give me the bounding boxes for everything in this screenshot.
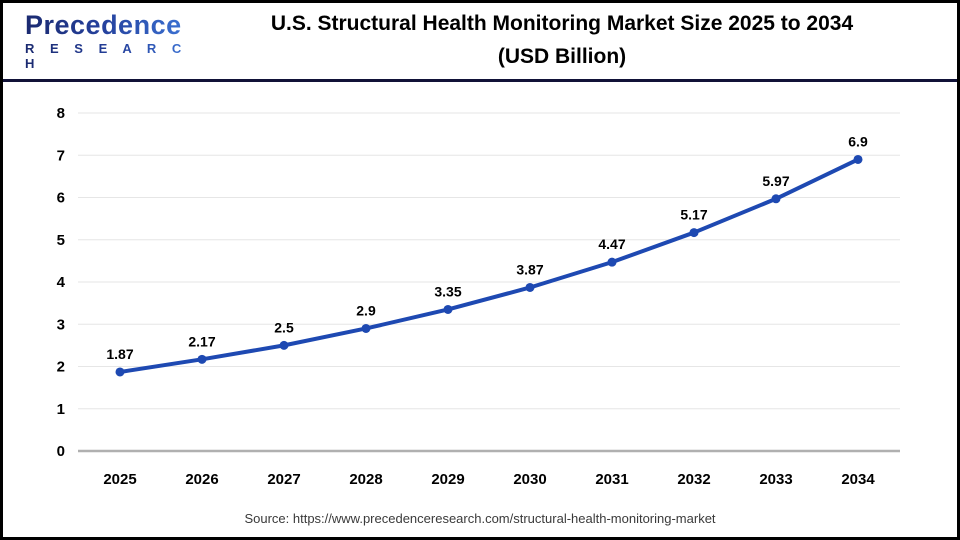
data-point-label: 4.47 (598, 236, 625, 252)
precedence-research-logo: Precedence R E S E A R C H (3, 11, 195, 71)
data-point-label: 5.17 (680, 207, 707, 223)
header: Precedence R E S E A R C H U.S. Structur… (3, 3, 957, 79)
y-tick-label: 0 (57, 443, 65, 460)
x-tick-label: 2028 (349, 471, 382, 488)
header-divider (3, 79, 957, 82)
data-point-label: 2.9 (356, 302, 376, 318)
data-point (115, 367, 125, 377)
x-tick-label: 2034 (841, 471, 875, 488)
data-point-label: 3.35 (434, 283, 461, 299)
source-text: Source: https://www.precedenceresearch.c… (244, 511, 716, 526)
data-point-label: 5.97 (762, 173, 789, 189)
y-tick-label: 6 (57, 190, 65, 207)
data-point (771, 194, 781, 204)
data-point-label: 2.17 (188, 333, 215, 349)
x-tick-label: 2025 (103, 471, 136, 488)
data-point-label: 2.5 (274, 319, 294, 335)
data-point (197, 354, 207, 364)
chart-title-line2: (USD Billion) (497, 45, 627, 68)
y-tick-label: 3 (57, 316, 65, 333)
y-tick-label: 8 (57, 105, 65, 122)
x-tick-label: 2026 (185, 471, 218, 488)
y-tick-label: 4 (57, 274, 66, 291)
x-tick-label: 2031 (595, 471, 628, 488)
chart-title-line1: U.S. Structural Health Monitoring Market… (270, 12, 854, 36)
logo-sub-text: R E S E A R C H (25, 41, 195, 71)
data-point (361, 323, 371, 333)
line-chart: 0 1 2 3 4 5 6 7 8 2025 2026 2027 2028 2029 2030 2031 203… (57, 105, 900, 488)
x-tick-label: 2029 (431, 471, 464, 488)
data-point-label: 6.9 (848, 133, 868, 149)
y-tick-label: 2 (57, 359, 65, 376)
y-tick-label: 7 (57, 147, 65, 164)
data-point (607, 257, 617, 267)
data-point-label: 1.87 (106, 346, 133, 362)
y-tick-label: 5 (57, 232, 65, 249)
series-line (118, 157, 860, 374)
data-point (525, 282, 535, 292)
data-point (279, 340, 289, 350)
x-tick-label: 2032 (677, 471, 710, 488)
data-point (853, 154, 863, 164)
x-tick-label: 2030 (513, 471, 546, 488)
chart-title: U.S. Structural Health Monitoring Market… (195, 8, 957, 73)
x-tick-label: 2027 (267, 471, 300, 488)
y-tick-label: 1 (57, 401, 65, 418)
data-point-label: 3.87 (516, 261, 543, 277)
logo-brand-text: Precedence (25, 11, 195, 40)
data-point (689, 228, 699, 238)
x-tick-label: 2033 (759, 471, 792, 488)
data-point (443, 304, 453, 314)
